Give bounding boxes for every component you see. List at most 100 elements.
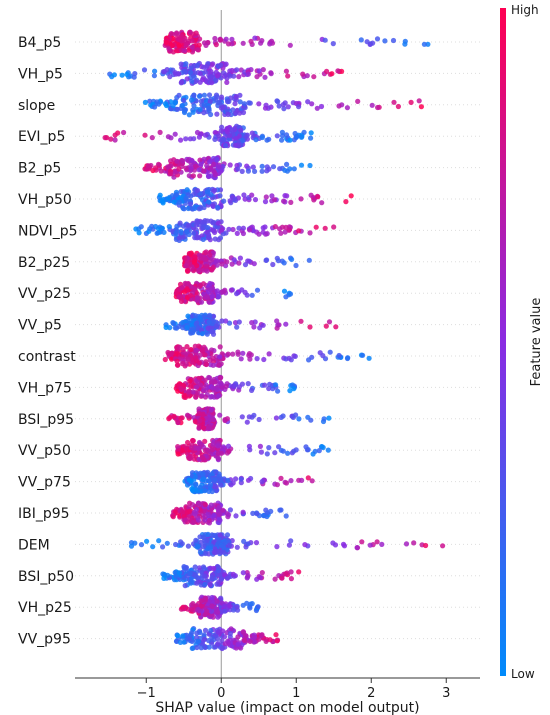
shap-point [197,352,203,358]
feature-label: EVI_p5 [18,129,65,145]
shap-point [189,44,195,50]
shap-point [330,41,336,47]
shap-point [204,608,210,614]
shap-point [308,130,314,136]
shap-point [151,73,157,79]
shap-point [186,47,192,53]
shap-point [327,349,333,355]
shap-point [245,168,251,174]
shap-point [214,598,220,604]
shap-point [206,232,212,238]
shap-point [231,607,237,613]
shap-point [161,575,167,582]
shap-point [176,294,182,300]
shap-point [189,78,195,84]
shap-point [315,194,321,200]
shap-point [190,487,196,493]
shap-point [374,36,381,42]
shap-point [326,415,332,421]
shap-point [260,322,266,328]
shap-point [222,142,229,149]
shap-point [157,129,163,135]
shap-point [192,205,198,211]
shap-point [200,347,206,353]
shap-point [193,394,199,400]
shap-point [191,136,197,142]
shap-point [287,388,293,394]
shap-point [249,601,255,607]
shap-point [222,608,228,614]
shap-point [207,545,213,551]
shap-point [228,626,234,632]
shap-point [215,220,221,226]
shap-point [201,156,207,162]
shap-point [197,79,203,85]
shap-point [226,133,233,139]
shap-point [112,132,118,138]
shap-point [226,320,233,326]
shap-point [287,42,293,48]
shap-point [254,511,260,517]
shap-point [197,36,203,42]
shap-point [193,482,199,488]
shap-point [218,94,225,100]
shap-point [214,386,220,392]
shap-point [251,634,257,640]
shap-point [288,538,294,544]
shap-point [214,288,220,294]
shap-point [247,447,253,453]
shap-point [186,173,192,179]
shap-point [277,226,283,232]
shap-point [197,418,203,424]
shap-point [241,538,247,545]
shap-point [254,287,261,293]
shap-point [174,358,180,364]
shap-point [228,482,234,488]
shap-point [222,572,228,578]
feature-label: VH_p25 [18,600,72,616]
shap-point [240,225,246,231]
shap-point [132,540,138,546]
shap-point [216,505,222,511]
shap-point [170,514,176,520]
shap-point [245,381,251,387]
shap-point [257,575,263,581]
shap-point [311,197,317,203]
shap-point [275,388,281,394]
shap-point [329,71,335,77]
shap-point [167,171,173,177]
shap-point [185,543,191,549]
shap-point [170,320,176,326]
shap-point [251,261,257,267]
shap-point [214,606,220,612]
shap-point [214,262,220,268]
shap-point [305,475,311,481]
shap-point [305,99,311,105]
shap-point [215,100,221,106]
shap-point [168,135,174,141]
shap-point [186,505,192,511]
shap-point [273,415,279,421]
shap-point [200,225,206,231]
shap-point [210,293,216,299]
shap-point [186,250,192,257]
shap-point [298,196,304,202]
shap-point [233,513,239,519]
shap-point [249,192,255,198]
shap-point [283,571,289,577]
shap-point [248,38,254,45]
shap-point [233,110,239,116]
shap-point [185,356,191,362]
shap-point [196,134,202,140]
shap-point [179,285,185,291]
shap-point [214,111,220,117]
shap-point [157,192,163,198]
shap-point [293,412,299,418]
shap-point [112,137,118,143]
shap-point [215,204,221,210]
shap-point [274,318,280,324]
shap-point [159,198,165,204]
shap-point [231,383,237,389]
shap-point [278,507,284,513]
shap-point [150,544,156,550]
